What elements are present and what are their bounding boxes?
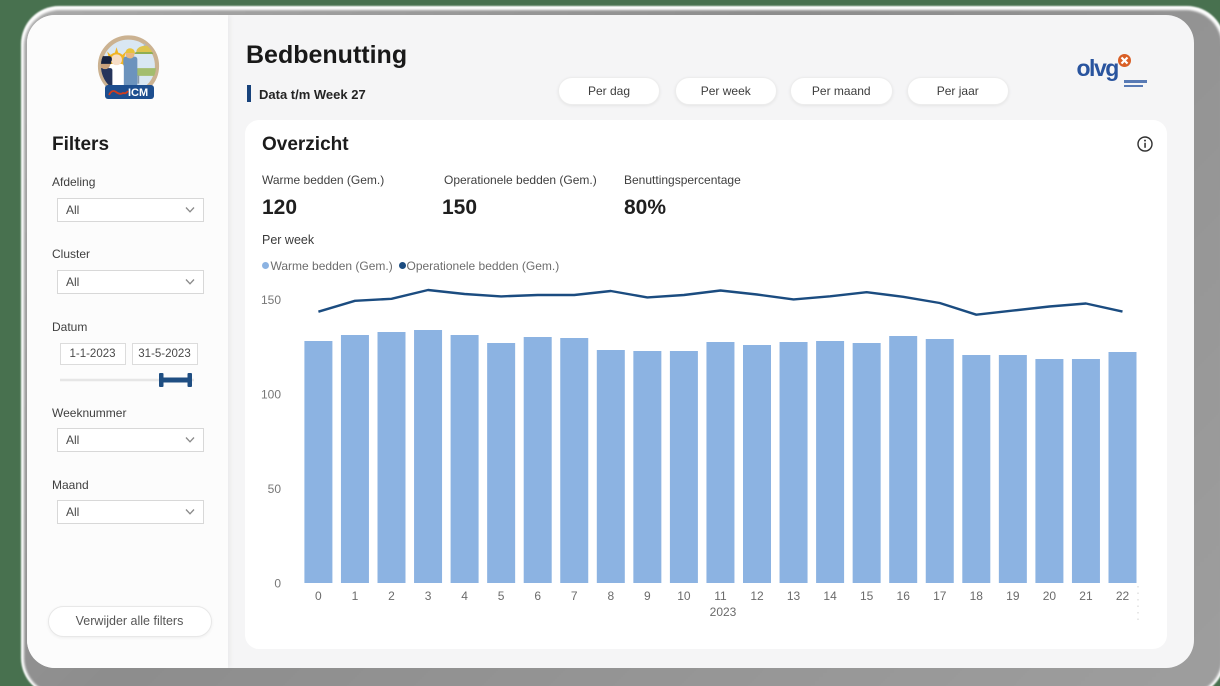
svg-text:100: 100 (261, 388, 281, 402)
svg-text:7: 7 (571, 589, 578, 603)
svg-text:17: 17 (933, 589, 947, 603)
svg-text:16: 16 (897, 589, 911, 603)
svg-text:13: 13 (787, 589, 801, 603)
svg-text:12: 12 (750, 589, 764, 603)
svg-text:22: 22 (1116, 589, 1130, 603)
svg-text:0: 0 (315, 589, 322, 603)
svg-text:2: 2 (388, 589, 395, 603)
svg-text:10: 10 (677, 589, 691, 603)
svg-text:19: 19 (1006, 589, 1020, 603)
svg-text:150: 150 (261, 293, 281, 307)
svg-text:21: 21 (1079, 589, 1093, 603)
svg-text:2023: 2023 (710, 605, 737, 619)
svg-text:14: 14 (823, 589, 837, 603)
svg-text:18: 18 (970, 589, 984, 603)
svg-text:50: 50 (268, 482, 282, 496)
svg-text:6: 6 (534, 589, 541, 603)
svg-text:3: 3 (425, 589, 432, 603)
svg-text:0: 0 (274, 577, 281, 591)
svg-text:8: 8 (607, 589, 614, 603)
svg-text:20: 20 (1043, 589, 1057, 603)
svg-text:15: 15 (860, 589, 874, 603)
svg-text:ICM: ICM (128, 87, 148, 99)
svg-text:9: 9 (644, 589, 651, 603)
svg-text:4: 4 (461, 589, 468, 603)
svg-text:1: 1 (352, 589, 359, 603)
svg-text:5: 5 (498, 589, 505, 603)
svg-text:11: 11 (714, 589, 727, 603)
